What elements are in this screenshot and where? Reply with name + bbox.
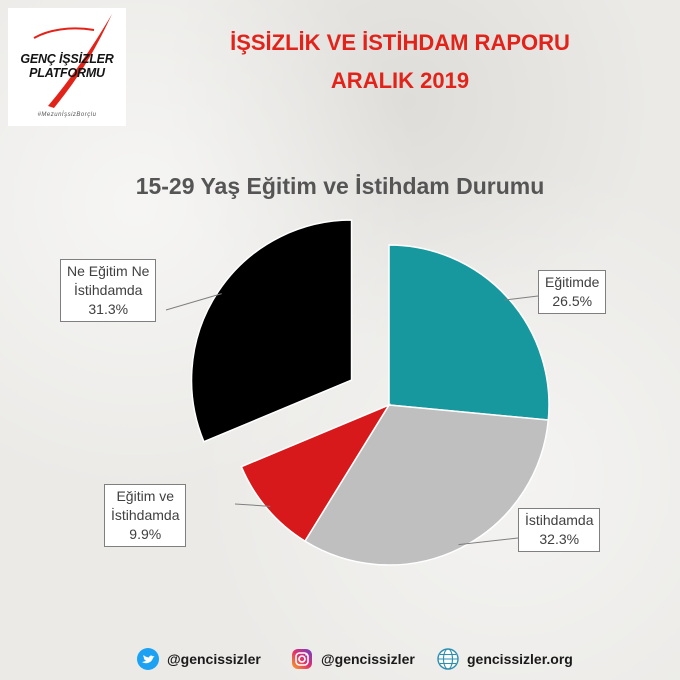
leader-line [458,537,519,546]
label-egitimde: Eğitimde 26.5% [538,270,607,314]
slice-label-text: Ne Eğitim Ne [67,263,150,279]
slice-label-text: İstihdamda [111,507,180,523]
label-egitim-ve-istihdamda: Eğitim ve İstihdamda 9.9% [104,484,187,547]
leader-line [165,293,222,311]
slice-label-text: İstihdamda [525,512,594,528]
report-title: İŞSİZLİK VE İSTİHDAM RAPORU [230,30,570,55]
slice-egitim-ve-istihdamda [240,403,391,543]
slice-istihdamda [303,404,550,566]
chart-title: 15-29 Yaş Eğitim ve İstihdam Durumu [135,173,545,199]
logo-swoosh-icon [33,14,112,108]
twitter-icon [137,648,159,670]
globe-icon [437,648,459,670]
logo-line-2: PLATFORMU [29,66,105,80]
logo-tagline: #MezunİşsizBorçlu [37,112,97,118]
slice-value-label: 9.9% [129,526,162,542]
label-istihdamda: İstihdamda 32.3% [518,508,601,552]
leader-line [504,295,539,301]
leader-line [234,503,271,507]
slice-label-text: İstihdamda [73,282,143,298]
slice-value-label: 32.3% [539,531,580,547]
logo-line-1: GENÇ İŞSİZLER [20,52,114,66]
slice-ne-egitim-ne-istihdamda [190,219,353,443]
footer-instagram[interactable]: @gencissizler [291,648,415,670]
report-date: ARALIK 2019 [330,68,470,93]
slice-value-label: 26.5% [552,293,593,309]
instagram-icon [291,648,313,670]
slice-egitimde [388,244,550,421]
slice-label-text: Eğitim ve [116,488,175,504]
logo: GENÇ İŞSİZLER PLATFORMU #MezunİşsizBorçl… [8,8,126,126]
twitter-handle: @gencissizler [167,651,261,667]
label-ne-egitim-ne-istihdamda: Ne Eğitim Ne İstihdamda 31.3% [60,259,157,322]
website-link: gencissizler.org [467,651,573,667]
slice-value-label: 31.3% [88,301,129,317]
slice-label-text: Eğitimde [545,274,600,290]
footer-website[interactable]: gencissizler.org [437,648,573,670]
footer-twitter[interactable]: @gencissizler [137,648,261,670]
instagram-handle: @gencissizler [321,651,415,667]
